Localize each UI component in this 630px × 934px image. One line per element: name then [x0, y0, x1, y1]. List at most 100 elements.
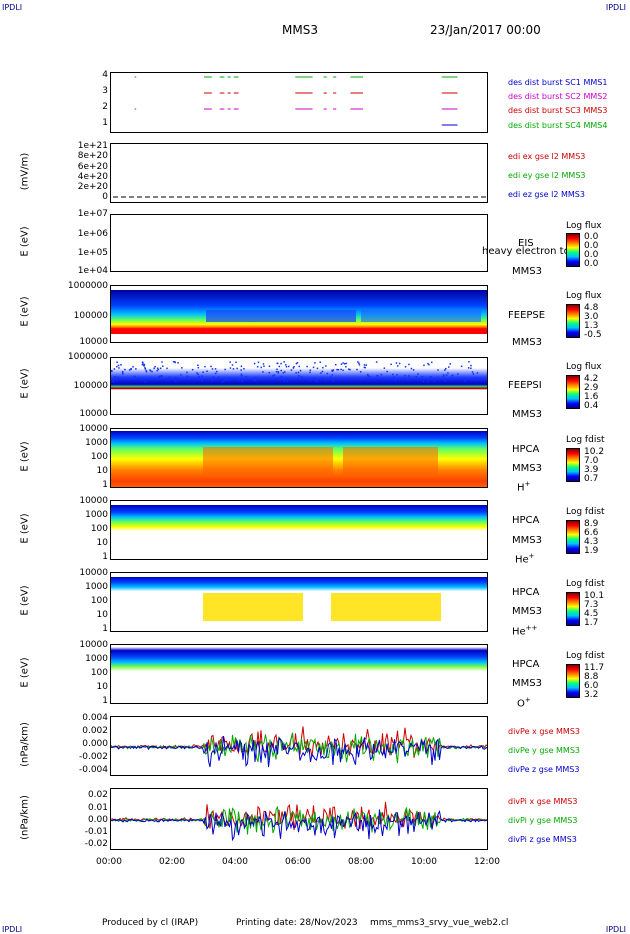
feepsi-dot	[345, 362, 348, 365]
x-tick-0600: 06:00	[285, 857, 311, 867]
x-tick-0000: 00:00	[96, 857, 122, 867]
feepsi-dot	[476, 372, 479, 374]
feepsi-dot	[393, 376, 395, 379]
feepsi-dot	[460, 365, 463, 368]
feepsi-dot	[445, 367, 447, 370]
hpca-he-ytick: 10000	[79, 496, 108, 506]
edi-ytick: 2e+20	[77, 182, 108, 192]
hpca-hepp-region	[331, 593, 441, 621]
footer-script-name: mms_mms3_srvy_vue_web2.cl	[370, 918, 509, 928]
hpca-o-ytick: 100	[90, 668, 108, 678]
feepsi-dot	[451, 374, 454, 377]
feepsi-dot	[375, 361, 378, 363]
hpca-o-cb-val: 11.7	[584, 663, 605, 673]
eis-cb-val: 0.0	[584, 250, 599, 260]
feepsi-cb-val: 0.4	[584, 401, 599, 411]
hpca-h-hot-region	[203, 447, 333, 477]
feepsi-dot	[285, 366, 288, 368]
feepse-spectrogram	[111, 290, 487, 334]
hpca-hepp-cb-val: 4.5	[584, 609, 599, 619]
burst-legend-4: des dist burst SC4 MMS4	[508, 121, 608, 130]
divpe-legend-y: divPe y gse MMS3	[508, 746, 580, 755]
feepsi-ytick: 1000000	[67, 352, 108, 362]
feepsi-dot	[292, 367, 295, 369]
feepsi-dot	[280, 369, 282, 372]
hpca-h-ytick: 10000	[79, 424, 108, 434]
species-name: O	[517, 698, 525, 710]
feepsi-dot	[277, 372, 280, 374]
eis-overlay-text: heavy electron to	[482, 246, 570, 257]
feepsi-dot	[197, 373, 199, 376]
burst-legend-2: des dist burst SC2 MMS2	[508, 92, 608, 101]
hpca-hepp-cb-val: 1.7	[584, 618, 599, 628]
feepsi-dot	[444, 380, 446, 382]
feepsi-dot	[412, 369, 415, 371]
divpe-svg-series-1	[111, 732, 487, 764]
footer-printing-date: Printing date: 28/Nov/2023	[236, 918, 358, 928]
feepsi-dot	[474, 377, 476, 379]
feepsi-dot	[268, 372, 271, 374]
feepsi-dot	[124, 368, 126, 371]
feepsi-dot	[470, 367, 472, 369]
hpca-hepp-species: He++	[512, 624, 537, 637]
divpi-ytick: 0.01	[87, 803, 108, 813]
feepsi-dot	[121, 370, 124, 373]
feepse-low-region	[206, 310, 356, 322]
feepsi-dot	[257, 361, 260, 364]
edi-legend-x: edi ex gse l2 MMS3	[508, 152, 586, 161]
hpca-he-cb-val: 8.9	[584, 519, 599, 529]
hpca-h-ytick: 10	[96, 466, 108, 476]
divpe-legend-x: divPe x gse MMS3	[508, 727, 580, 736]
feepsi-dot	[153, 367, 155, 370]
feepsi-dot	[442, 375, 445, 377]
feepsi-dot	[141, 363, 144, 366]
burst-legend-3: des dist burst SC3 MMS3	[508, 106, 608, 115]
hpca-he-spacecraft: MMS3	[512, 535, 542, 546]
feepsi-cb-val: 4.2	[584, 374, 599, 384]
hpca-o-instrument: HPCA	[512, 659, 540, 670]
feepsi-dot	[232, 368, 235, 370]
hpca-o-ytick: 1000	[85, 654, 108, 664]
feepsi-dot	[240, 373, 243, 376]
divpi-ytick: -0.02	[84, 839, 108, 849]
feepsi-dot	[240, 365, 243, 368]
feepsi-dot	[335, 363, 337, 366]
hpca-he-cb-val: 1.9	[584, 546, 599, 556]
feepsi-dot	[186, 371, 188, 374]
feepsi-dot	[117, 376, 119, 379]
feepsi-dot	[457, 373, 459, 375]
x-tick-1000: 10:00	[411, 857, 437, 867]
hpca-hepp-instrument: HPCA	[512, 587, 540, 598]
divpe-legend-z: divPe z gse MMS3	[508, 765, 580, 774]
feepsi-dot	[132, 366, 134, 368]
feepsi-dot	[157, 368, 160, 371]
feepsi-dot	[445, 374, 448, 376]
eis-ytick: 1e+05	[77, 248, 108, 258]
feepsi-dot	[295, 362, 298, 365]
hpca-o-panel	[110, 644, 488, 704]
feepsi-dot	[443, 374, 445, 376]
feepsi-dot	[156, 367, 159, 369]
feepsi-dot	[276, 368, 278, 370]
divpe-svg-series-2	[111, 736, 487, 768]
edi-ytick: 1e+21	[77, 141, 108, 151]
eis-cb-val: 0.0	[584, 259, 599, 269]
feepsi-dot	[297, 371, 300, 374]
feepsi-dot	[422, 380, 425, 383]
feepsi-dot	[448, 366, 450, 368]
feepse-cb-val: 3.0	[584, 312, 599, 322]
feepsi-dot	[286, 380, 289, 383]
feepsi-dot	[149, 369, 151, 371]
feepsi-dot	[337, 369, 340, 371]
hpca-h-cb-val: 10.2	[584, 447, 605, 457]
feepsi-dot	[114, 376, 116, 378]
feepsi-dot	[428, 363, 430, 366]
hpca-o-ytick: 10	[96, 682, 108, 692]
feepsi-dot	[376, 374, 378, 377]
feepsi-dot	[363, 366, 366, 369]
hpca-h-colorbar	[566, 448, 580, 482]
hpca-he-ytick: 10	[96, 538, 108, 548]
feepsi-dot	[296, 362, 299, 364]
feepsi-dot	[391, 378, 394, 380]
feepsi-dot	[122, 372, 124, 374]
